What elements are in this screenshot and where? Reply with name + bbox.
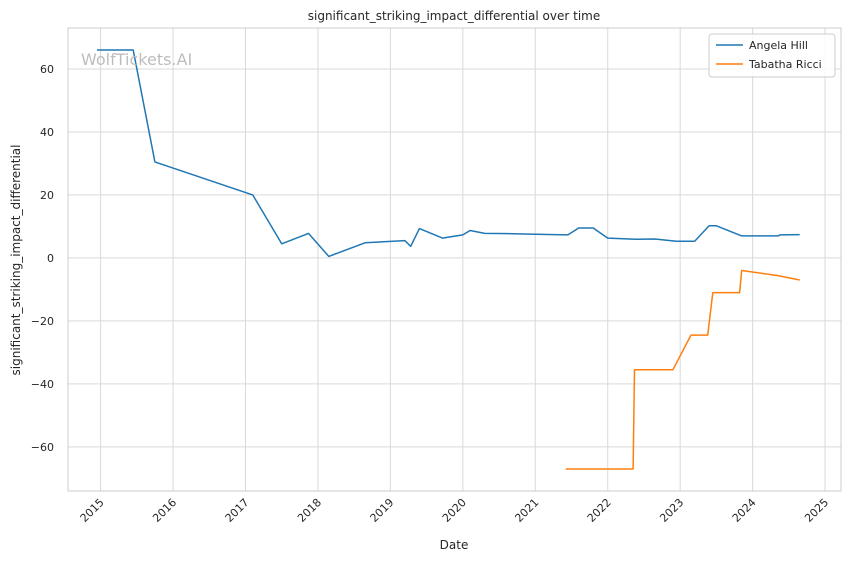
y-tick-label: 0 [47,252,54,265]
y-tick-label: −40 [31,378,54,391]
legend: Angela Hill Tabatha Ricci [708,33,836,78]
grid-lines [68,28,841,491]
y-tick-label: −60 [31,441,54,454]
x-axis-title: Date [440,538,469,552]
y-tick-label: 60 [40,63,54,76]
y-tick-label: −20 [31,315,54,328]
x-tick-label: 2024 [730,496,759,525]
x-tick-label: 2020 [440,496,469,525]
legend-label-tabatha-ricci: Tabatha Ricci [748,58,822,71]
plot-background [68,28,841,491]
series-line-angela-hill [97,49,800,258]
chart-title: significant_striking_impact_differential… [308,9,600,23]
x-tick-label: 2025 [802,496,831,525]
x-tick-label: 2023 [657,496,686,525]
legend-label-angela-hill: Angela Hill [749,39,808,52]
series-line-tabatha-ricci [565,269,800,470]
series-lines [97,49,800,470]
x-tick-label: 2015 [78,496,107,525]
x-tick-label: 2021 [512,496,541,525]
x-tick-label: 2022 [585,496,614,525]
x-tick-label: 2018 [295,496,324,525]
watermark-text: WolfTickets.AI [81,50,192,69]
plot-frame [67,27,842,492]
x-tick-labels: 2015 2016 2017 2018 2019 2020 2021 2022 2023 2024… [78,496,831,525]
y-tick-label: 20 [40,189,54,202]
x-tick-label: 2019 [368,496,397,525]
x-tick-label: 2016 [150,496,179,525]
y-tick-label: 40 [40,126,54,139]
x-tick-label: 2017 [223,496,252,525]
y-axis-title: significant_striking_impact_differential [9,145,23,376]
y-tick-labels: 60 40 20 0 −20 −40 −60 [31,63,54,454]
